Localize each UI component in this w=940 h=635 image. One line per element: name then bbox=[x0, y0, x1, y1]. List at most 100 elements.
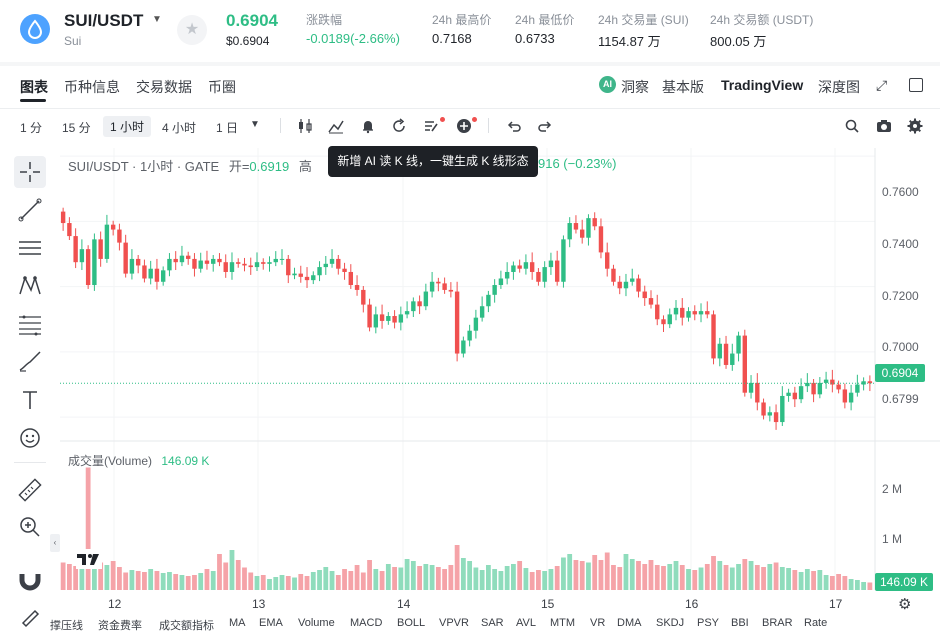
favorite-star-icon[interactable]: ★ bbox=[177, 15, 207, 45]
text-tool-icon[interactable] bbox=[14, 384, 46, 416]
tab-insight[interactable]: 洞察 bbox=[621, 79, 649, 95]
ai-tooltip: 新增 AI 读 K 线，一键生成 K 线形态 bbox=[328, 146, 538, 177]
indicator-4[interactable]: MA bbox=[229, 617, 246, 629]
candle-body bbox=[755, 382, 760, 403]
volume-bar bbox=[648, 560, 654, 590]
settings-gear-icon[interactable] bbox=[906, 117, 924, 135]
sui-logo-icon bbox=[20, 14, 50, 44]
price-chart[interactable] bbox=[60, 148, 940, 590]
tab-trading-data[interactable]: 交易数据 bbox=[136, 79, 192, 95]
brush-icon[interactable] bbox=[14, 346, 46, 378]
pencil-lock-icon[interactable] bbox=[14, 600, 46, 632]
fullscreen-icon[interactable]: ⤢ bbox=[876, 77, 888, 93]
interval-1d[interactable]: 1 日 bbox=[216, 121, 239, 135]
volume-bar bbox=[135, 571, 141, 590]
candle-body bbox=[817, 382, 823, 395]
indicator-11[interactable]: AVL bbox=[516, 617, 536, 629]
indicator-13[interactable]: VR bbox=[590, 617, 606, 629]
price-tag: 0.6904 bbox=[875, 364, 925, 382]
section-separator bbox=[0, 62, 940, 66]
volume-bar bbox=[517, 561, 523, 590]
candle-body bbox=[529, 262, 535, 272]
indicator-9[interactable]: VPVR bbox=[439, 617, 469, 629]
indicator-17[interactable]: BBI bbox=[731, 617, 749, 629]
pattern-icon[interactable] bbox=[14, 270, 46, 302]
magnet-icon[interactable] bbox=[14, 562, 46, 594]
fib-retracement-icon[interactable] bbox=[14, 308, 46, 340]
indicator-8[interactable]: BOLL bbox=[397, 617, 426, 629]
candle-body bbox=[798, 386, 804, 400]
chevron-down-icon[interactable]: ▼ bbox=[152, 14, 162, 25]
interval-4h[interactable]: 4 小时 bbox=[162, 121, 197, 135]
stat-turnover-label: 24h 交易额 (USDT) bbox=[710, 13, 814, 27]
horizontal-lines-icon[interactable] bbox=[14, 232, 46, 264]
indicator-12[interactable]: MTM bbox=[550, 617, 576, 629]
tab-depth[interactable]: 深度图 bbox=[818, 79, 860, 95]
candle-body bbox=[517, 265, 522, 269]
ruler-icon[interactable] bbox=[14, 474, 46, 506]
volume-bar bbox=[492, 569, 498, 590]
volume-bar bbox=[586, 562, 591, 590]
indicator-6[interactable]: Volume bbox=[298, 617, 335, 629]
indicator-2[interactable]: 资金费率 bbox=[98, 620, 142, 632]
tab-coin-info[interactable]: 币种信息 bbox=[64, 79, 120, 95]
interval-dropdown-icon[interactable]: ▼ bbox=[250, 119, 260, 130]
volume-bar bbox=[742, 559, 748, 590]
window-icon[interactable] bbox=[909, 78, 923, 92]
volume-bar bbox=[404, 559, 410, 590]
volume-bar bbox=[235, 560, 241, 590]
tab-chart[interactable]: 图表 bbox=[20, 79, 48, 95]
legend-title: SUI/USDT · 1小时 · GATE bbox=[68, 159, 220, 174]
indicator-15[interactable]: SKDJ bbox=[656, 617, 685, 629]
interval-15m[interactable]: 15 分 bbox=[62, 121, 91, 135]
tab-tradingview[interactable]: TradingView bbox=[721, 77, 804, 93]
indicator-5[interactable]: EMA bbox=[259, 617, 283, 629]
indicator-14[interactable]: DMA bbox=[617, 617, 642, 629]
camera-icon[interactable] bbox=[875, 117, 893, 135]
zoom-in-icon[interactable] bbox=[14, 511, 46, 543]
alert-bell-icon[interactable] bbox=[359, 117, 377, 135]
indicator-16[interactable]: PSY bbox=[697, 617, 720, 629]
vol-axis-label-1: 2 M bbox=[882, 482, 903, 496]
replay-icon[interactable] bbox=[390, 117, 408, 135]
volume-bar bbox=[460, 558, 466, 590]
tab-community[interactable]: 币圈 bbox=[208, 79, 236, 95]
emoji-icon[interactable] bbox=[14, 422, 46, 454]
candle-body bbox=[767, 412, 773, 416]
indicators-icon[interactable] bbox=[327, 117, 345, 135]
volume-bar bbox=[529, 572, 535, 590]
volume-bar bbox=[561, 557, 566, 590]
ai-kline-icon[interactable] bbox=[422, 117, 440, 135]
crosshair-icon[interactable] bbox=[14, 156, 46, 188]
pair-name[interactable]: SUI/USDT bbox=[64, 11, 144, 30]
indicator-3[interactable]: 成交额指标 bbox=[159, 620, 214, 632]
indicator-7[interactable]: MACD bbox=[350, 617, 383, 629]
candle-body bbox=[135, 258, 141, 266]
ai-icon: AI bbox=[599, 76, 616, 93]
redo-icon[interactable] bbox=[536, 117, 554, 135]
add-icon[interactable] bbox=[455, 117, 473, 135]
candle-body bbox=[761, 402, 766, 416]
volume-bar bbox=[611, 565, 616, 590]
indicator-1[interactable]: 撑压线 bbox=[50, 620, 83, 632]
search-icon[interactable] bbox=[843, 117, 861, 135]
tab-basic[interactable]: 基本版 bbox=[662, 79, 704, 95]
interval-1m[interactable]: 1 分 bbox=[20, 121, 43, 135]
chart-settings-icon[interactable]: ⚙ bbox=[898, 596, 912, 613]
candle-body bbox=[304, 276, 310, 281]
collapse-sidebar-icon[interactable]: ‹ bbox=[50, 534, 60, 552]
candle-type-icon[interactable] bbox=[296, 117, 314, 135]
indicator-18[interactable]: BRAR bbox=[762, 617, 793, 629]
trend-line-icon[interactable] bbox=[14, 194, 46, 226]
indicator-10[interactable]: SAR bbox=[481, 617, 504, 629]
interval-1h[interactable]: 1 小时 bbox=[103, 116, 152, 137]
x-label-15: 15 bbox=[541, 597, 555, 611]
volume-bar bbox=[861, 582, 867, 590]
indicator-19[interactable]: Rate bbox=[804, 617, 828, 629]
volume-bar bbox=[254, 576, 260, 590]
candle-body bbox=[92, 239, 97, 286]
volume-bar bbox=[117, 567, 122, 590]
undo-icon[interactable] bbox=[505, 117, 523, 135]
candle-body bbox=[461, 340, 466, 354]
volume-bar bbox=[698, 567, 704, 590]
